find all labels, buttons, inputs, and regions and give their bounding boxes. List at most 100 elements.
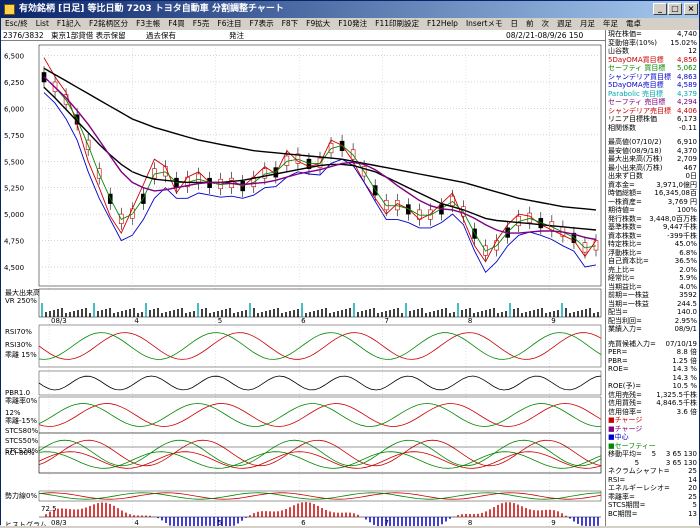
label: 信用売残= bbox=[608, 390, 642, 399]
label: 自己資本比= bbox=[608, 257, 649, 265]
order-label[interactable]: 発注 bbox=[229, 31, 244, 40]
label: 信用買残= bbox=[608, 399, 642, 407]
menu-item-9[interactable]: F8下 bbox=[281, 19, 299, 28]
value: 5 bbox=[651, 450, 657, 458]
stats-row: 経常比= 5.9% bbox=[606, 274, 699, 283]
menu-item-1[interactable]: List bbox=[35, 19, 49, 28]
value: 467 bbox=[683, 163, 697, 172]
candle-body bbox=[306, 158, 312, 169]
badge[interactable]: ■チャージ bbox=[608, 424, 643, 433]
setting-row: ネクラムシャフト= 25 bbox=[606, 467, 699, 476]
value: 36.5% bbox=[674, 257, 697, 265]
legend-row: 5DayOMA買目標 4,856 bbox=[606, 56, 699, 65]
close-button[interactable]: × bbox=[684, 3, 698, 15]
price-line-3 bbox=[43, 67, 597, 211]
maximize-button[interactable]: □ bbox=[668, 3, 682, 15]
legend-row: Parabolic 売目標 4,379 bbox=[606, 90, 699, 99]
value: 5.9% bbox=[679, 274, 697, 282]
hist-max-label: 72.5 bbox=[41, 505, 57, 513]
stats-row: 出来ず日数 0日 bbox=[606, 172, 699, 181]
indicator-line bbox=[38, 492, 602, 500]
fundamental-row: 信用売残= 1,325.5千株 bbox=[606, 391, 699, 400]
value: 25 bbox=[688, 492, 697, 501]
label: 配当利回= bbox=[608, 316, 642, 325]
value: 08/9/1 bbox=[674, 325, 697, 333]
label: 最安値(08/9/18) bbox=[608, 146, 662, 155]
menu-item-8[interactable]: F7表示 bbox=[249, 19, 274, 28]
label: 5DayOMA売目標 bbox=[608, 81, 664, 89]
label: 資本株数= bbox=[608, 231, 642, 240]
label: Parabolic 売目標 bbox=[608, 89, 664, 98]
value: -399千株 bbox=[667, 231, 697, 240]
fundamental-row: ROE= 14.3 % bbox=[606, 365, 699, 374]
indicator-frame bbox=[38, 324, 602, 368]
indicator-label: RCI-80% bbox=[5, 449, 35, 457]
value: 244.5 bbox=[676, 299, 697, 308]
menu-item-10[interactable]: F9拡大 bbox=[306, 19, 331, 28]
menu-item-6[interactable]: F5売 bbox=[192, 19, 210, 28]
legend-row: シャンデリア買目標 4,863 bbox=[606, 73, 699, 82]
stats-row: 時価総額= 16,345,08百 bbox=[606, 189, 699, 198]
indicator-line bbox=[38, 403, 602, 427]
x-tick-label: 8 bbox=[468, 317, 472, 325]
badge[interactable]: ■セーフティー bbox=[608, 441, 656, 450]
menu-item-3[interactable]: F2銘柄区分 bbox=[89, 19, 129, 28]
label: 相関係数 bbox=[608, 123, 636, 132]
volume-title: 最大出来高比 bbox=[5, 288, 47, 297]
x-tick-label: 6 bbox=[301, 317, 306, 325]
menu-item-14[interactable]: Insertメモ bbox=[465, 19, 503, 28]
setting-row: 乖離率= 25 bbox=[606, 493, 699, 502]
y-tick-label: 4,750 bbox=[4, 238, 24, 246]
label: 現在株価= bbox=[608, 30, 642, 38]
label: 5DayOMA買目標 bbox=[608, 55, 664, 64]
menu-item-16[interactable]: 前 bbox=[525, 19, 534, 28]
value-extra: 3 65 130 bbox=[665, 458, 697, 467]
label: 特定株比= bbox=[608, 240, 642, 248]
label: ROE= bbox=[608, 365, 629, 373]
badge[interactable]: ■中心 bbox=[608, 433, 629, 441]
indicator-line bbox=[38, 439, 602, 467]
indicator-label: 乖離 15% bbox=[5, 350, 37, 359]
y-tick-label: 5,000 bbox=[4, 211, 24, 219]
value: 9,447千株 bbox=[662, 223, 697, 231]
x-tick-label: 7 bbox=[385, 317, 389, 325]
indicator-line bbox=[38, 451, 602, 469]
setting-row: RSI= 14 bbox=[606, 476, 699, 485]
menu-item-17[interactable]: 次 bbox=[541, 19, 549, 28]
minimize-button[interactable]: _ bbox=[653, 3, 667, 15]
value-extra: 3 65 130 bbox=[665, 450, 697, 458]
value: 4,294 bbox=[676, 98, 697, 106]
legend-row: シャンデリア売目標 4,406 bbox=[606, 107, 699, 116]
menu-item-7[interactable]: F6注目 bbox=[217, 19, 242, 28]
label: 最高値(07/10/2) bbox=[608, 138, 662, 146]
label: 売上比= bbox=[608, 265, 635, 274]
value: 15.02% bbox=[670, 38, 697, 47]
menu-item-15[interactable]: 日 bbox=[510, 19, 518, 28]
label: PBR= bbox=[608, 356, 628, 365]
candle-body bbox=[527, 212, 533, 223]
badge[interactable]: ■チャージ bbox=[608, 416, 643, 424]
menu-item-13[interactable]: F12Help bbox=[426, 19, 458, 28]
setting-row: STCS期間= 5 bbox=[606, 501, 699, 510]
summary-row: 変動倍率(10%) 15.02% bbox=[606, 39, 699, 48]
menu-item-11[interactable]: F10発注 bbox=[338, 19, 368, 28]
value: 0日 bbox=[685, 172, 697, 180]
menu-item-19[interactable]: 月足 bbox=[579, 19, 595, 28]
menu-item-0[interactable]: Esc/終 bbox=[5, 19, 28, 28]
menu-item-21[interactable]: 電卓 bbox=[625, 19, 641, 28]
value: 3,971,0億円 bbox=[656, 180, 697, 189]
stats-row: 業績入力= 08/9/1 bbox=[606, 325, 699, 334]
x-tick-label-bottom: 8 bbox=[468, 519, 472, 526]
label: 山谷数 bbox=[608, 47, 629, 55]
menu-item-20[interactable]: 年足 bbox=[602, 19, 618, 28]
menu-item-4[interactable]: F3主帳 bbox=[136, 19, 161, 28]
menu-item-5[interactable]: F4買 bbox=[168, 19, 185, 28]
indicator-label: STCS80% bbox=[5, 427, 39, 435]
label: 出来ず日数 bbox=[608, 172, 643, 180]
menu-item-18[interactable]: 週足 bbox=[556, 19, 572, 28]
label: エネルギーレシオ= bbox=[608, 484, 670, 492]
menu-item-2[interactable]: F1記入 bbox=[56, 19, 82, 28]
value: 10.5 % bbox=[672, 382, 697, 390]
menu-item-12[interactable]: F11印刷設定 bbox=[375, 19, 419, 28]
stats-row: 一株資産= 3,769 円 bbox=[606, 198, 699, 207]
